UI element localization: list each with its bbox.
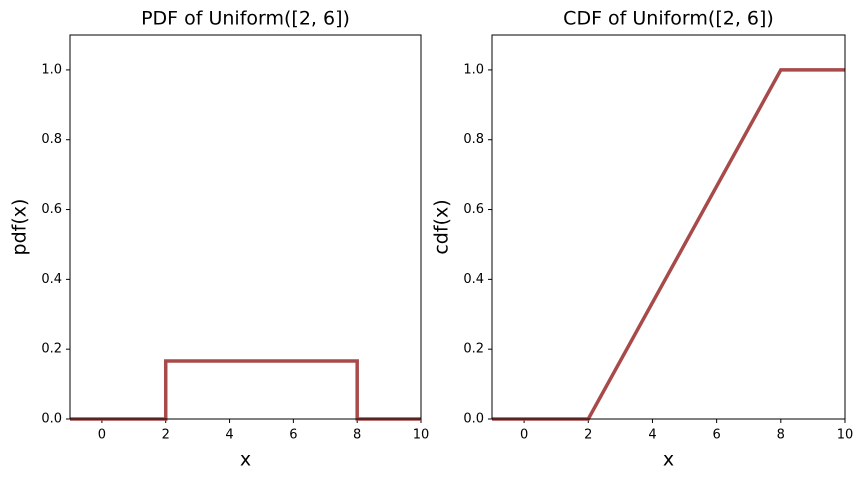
x-tick-label: 6 <box>712 428 720 443</box>
plot-frame <box>491 34 846 420</box>
data-line <box>492 68 845 421</box>
x-tick-label: 10 <box>413 428 430 443</box>
x-tick-label: 2 <box>584 428 592 443</box>
y-tick-label: 0.0 <box>41 412 62 427</box>
x-tick-label: 0 <box>520 428 528 443</box>
y-tick-label: 1.0 <box>463 62 484 77</box>
y-tick-label: 0.2 <box>463 342 484 357</box>
plot-frame <box>69 34 422 420</box>
data-line <box>70 359 421 421</box>
x-tick-label: 10 <box>837 428 854 443</box>
x-tick-label: 8 <box>777 428 785 443</box>
y-tick-label: 0.6 <box>41 202 62 217</box>
x-axis-label: x <box>663 449 674 471</box>
chart-title: CDF of Uniform([2, 6]) <box>563 8 774 30</box>
y-axis-label: cdf(x) <box>431 199 453 254</box>
x-tick-label: 2 <box>162 428 170 443</box>
y-tick-label: 0.8 <box>463 132 484 147</box>
y-tick-label: 0.4 <box>41 272 62 287</box>
y-tick-label: 0.2 <box>41 342 62 357</box>
y-axis-label: pdf(x) <box>9 199 31 256</box>
x-tick-label: 4 <box>648 428 656 443</box>
y-tick-label: 0.8 <box>41 132 62 147</box>
y-tick-label: 0.0 <box>463 412 484 427</box>
x-tick-label: 0 <box>98 428 106 443</box>
x-tick-label: 4 <box>225 428 233 443</box>
y-tick-label: 0.4 <box>463 272 484 287</box>
x-axis-label: x <box>240 449 251 471</box>
x-tick-label: 6 <box>289 428 297 443</box>
chart-title: PDF of Uniform([2, 6]) <box>141 8 350 30</box>
y-tick-label: 1.0 <box>41 62 62 77</box>
x-tick-label: 8 <box>353 428 361 443</box>
y-tick-label: 0.6 <box>463 202 484 217</box>
